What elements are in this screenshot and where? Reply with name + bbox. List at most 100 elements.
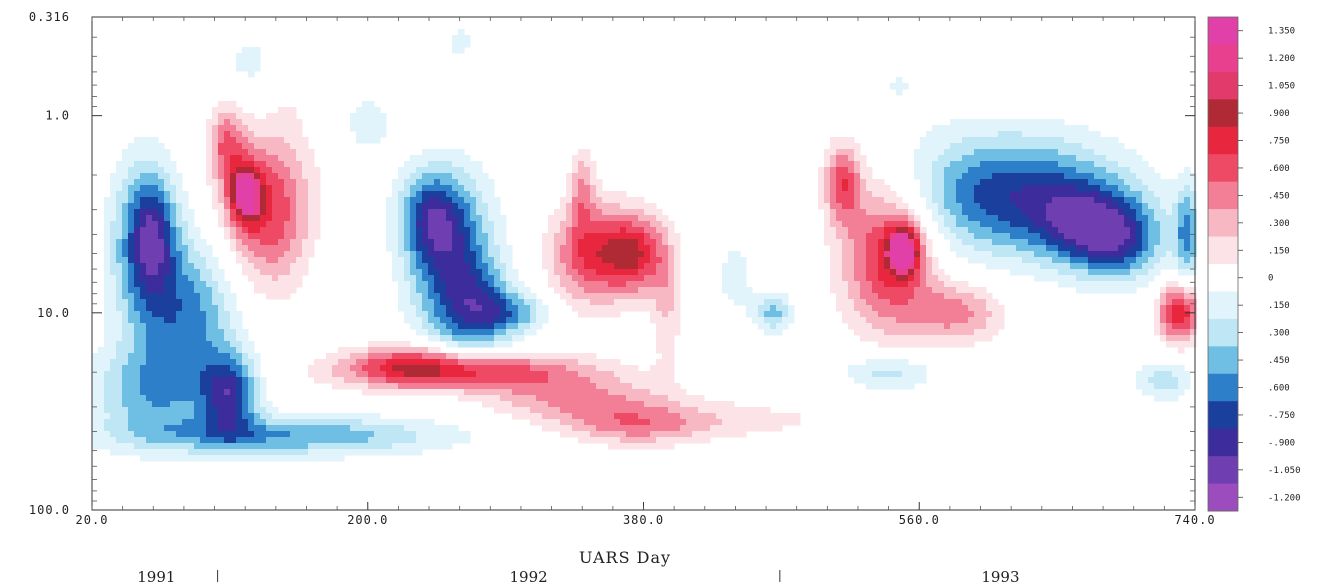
contour-cell bbox=[668, 401, 675, 408]
contour-cell bbox=[704, 401, 711, 408]
contour-cell bbox=[542, 263, 549, 270]
contour-cell bbox=[842, 179, 849, 186]
contour-cell bbox=[884, 377, 891, 384]
contour-cell bbox=[638, 293, 645, 300]
contour-cell bbox=[740, 281, 747, 288]
contour-cell bbox=[410, 173, 417, 180]
contour-cell bbox=[926, 191, 933, 198]
contour-cell bbox=[314, 179, 321, 186]
contour-cell bbox=[296, 251, 303, 258]
contour-cell bbox=[122, 359, 129, 366]
contour-cell bbox=[896, 305, 903, 312]
contour-cell bbox=[1100, 269, 1107, 276]
contour-cell bbox=[1124, 233, 1131, 240]
contour-cell bbox=[536, 371, 543, 378]
contour-cell bbox=[224, 185, 231, 192]
contour-cell bbox=[236, 257, 243, 264]
contour-cell bbox=[350, 365, 357, 372]
contour-cell bbox=[596, 311, 603, 318]
contour-cell bbox=[158, 269, 165, 276]
contour-cell bbox=[902, 365, 909, 372]
contour-cell bbox=[1040, 215, 1047, 222]
contour-cell bbox=[224, 125, 231, 132]
contour-cell bbox=[902, 263, 909, 270]
contour-cell bbox=[1172, 239, 1179, 246]
contour-cell bbox=[512, 377, 519, 384]
contour-cell bbox=[566, 383, 573, 390]
contour-cell bbox=[1178, 269, 1185, 276]
contour-cell bbox=[254, 197, 261, 204]
contour-cell bbox=[866, 197, 873, 204]
contour-cell bbox=[932, 305, 939, 312]
contour-cell bbox=[320, 359, 327, 366]
contour-cell bbox=[1184, 221, 1191, 228]
contour-cell bbox=[1070, 131, 1077, 138]
contour-cell bbox=[992, 227, 999, 234]
contour-cell bbox=[290, 197, 297, 204]
contour-cell bbox=[560, 383, 567, 390]
contour-cell bbox=[272, 131, 279, 138]
contour-cell bbox=[944, 173, 951, 180]
contour-cell bbox=[230, 293, 237, 300]
contour-cell bbox=[872, 251, 879, 258]
contour-cell bbox=[500, 401, 507, 408]
contour-cell bbox=[644, 203, 651, 210]
contour-cell bbox=[170, 341, 177, 348]
contour-cell bbox=[254, 353, 261, 360]
contour-cell bbox=[608, 407, 615, 414]
contour-cell bbox=[452, 281, 459, 288]
contour-cell bbox=[218, 197, 225, 204]
contour-cell bbox=[248, 137, 255, 144]
contour-cell bbox=[656, 377, 663, 384]
contour-cell bbox=[626, 227, 633, 234]
contour-cell bbox=[230, 371, 237, 378]
contour-cell bbox=[1052, 233, 1059, 240]
contour-cell bbox=[638, 233, 645, 240]
contour-cell bbox=[422, 227, 429, 234]
contour-cell bbox=[998, 131, 1005, 138]
contour-cell bbox=[968, 197, 975, 204]
contour-cell bbox=[206, 389, 213, 396]
contour-cell bbox=[1022, 143, 1029, 150]
contour-cell bbox=[158, 353, 165, 360]
contour-cell bbox=[1052, 227, 1059, 234]
contour-cell bbox=[140, 197, 147, 204]
contour-cell bbox=[1052, 239, 1059, 246]
contour-cell bbox=[632, 383, 639, 390]
contour-cell bbox=[926, 269, 933, 276]
contour-cell bbox=[458, 359, 465, 366]
contour-cell bbox=[452, 329, 459, 336]
contour-cell bbox=[722, 401, 729, 408]
contour-cell bbox=[266, 401, 273, 408]
contour-cell bbox=[896, 365, 903, 372]
contour-cell bbox=[872, 197, 879, 204]
contour-cell bbox=[206, 311, 213, 318]
contour-cell bbox=[1112, 167, 1119, 174]
contour-cell bbox=[218, 125, 225, 132]
contour-cell bbox=[914, 221, 921, 228]
contour-cell bbox=[956, 155, 963, 162]
contour-cell bbox=[110, 215, 117, 222]
contour-cell bbox=[110, 341, 117, 348]
contour-cell bbox=[284, 131, 291, 138]
contour-cell bbox=[176, 185, 183, 192]
contour-cell bbox=[662, 281, 669, 288]
contour-cell bbox=[476, 341, 483, 348]
contour-cell bbox=[104, 407, 111, 414]
contour-cell bbox=[326, 413, 333, 420]
contour-cell bbox=[434, 233, 441, 240]
contour-cell bbox=[944, 293, 951, 300]
contour-cell bbox=[602, 197, 609, 204]
contour-cell bbox=[350, 383, 357, 390]
contour-cell bbox=[1118, 239, 1125, 246]
contour-cell bbox=[1148, 377, 1155, 384]
contour-cell bbox=[920, 329, 927, 336]
contour-cell bbox=[1160, 299, 1167, 306]
contour-cell bbox=[134, 401, 141, 408]
contour-cell bbox=[392, 377, 399, 384]
contour-cell bbox=[1004, 179, 1011, 186]
contour-cell bbox=[626, 389, 633, 396]
contour-cell bbox=[1190, 311, 1197, 318]
contour-cell bbox=[176, 221, 183, 228]
contour-cell bbox=[596, 209, 603, 216]
